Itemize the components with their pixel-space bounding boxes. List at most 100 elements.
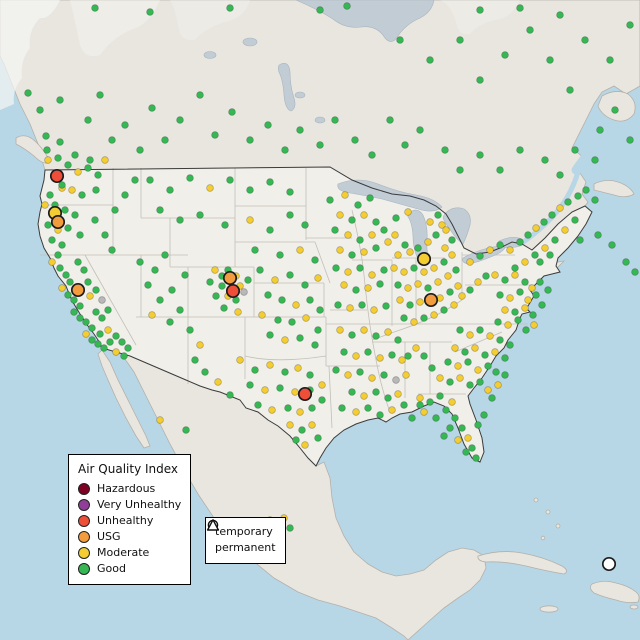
aqi-station-marker[interactable] [368,151,376,159]
aqi-station-marker[interactable] [466,331,474,339]
aqi-station-marker[interactable] [226,391,234,399]
aqi-station-marker[interactable] [511,271,519,279]
aqi-station-marker[interactable] [71,151,79,159]
aqi-station-marker[interactable] [258,311,266,319]
aqi-station-marker[interactable] [264,291,272,299]
aqi-station-marker[interactable] [43,146,51,154]
aqi-station-marker[interactable] [297,386,313,402]
aqi-station-marker[interactable] [372,218,380,226]
aqi-station-marker[interactable] [266,361,274,369]
aqi-station-marker[interactable] [42,132,50,140]
aqi-station-marker[interactable] [118,338,126,346]
aqi-station-marker[interactable] [401,241,409,249]
aqi-station-marker[interactable] [426,56,434,64]
aqi-station-marker[interactable] [121,191,129,199]
aqi-station-marker[interactable] [441,146,449,154]
aqi-station-marker[interactable] [286,271,294,279]
aqi-station-marker[interactable] [236,356,244,364]
aqi-station-marker[interactable] [70,282,86,298]
aqi-station-marker[interactable] [58,181,66,189]
aqi-station-marker[interactable] [82,330,90,338]
aqi-station-marker[interactable] [326,196,334,204]
aqi-station-marker[interactable] [271,276,279,284]
aqi-station-marker[interactable] [308,404,316,412]
aqi-station-marker[interactable] [88,336,96,344]
aqi-station-marker[interactable] [136,258,144,266]
aqi-station-marker[interactable] [278,296,286,304]
aqi-station-marker[interactable] [74,168,82,176]
aqi-station-marker[interactable] [454,282,462,290]
aqi-station-marker[interactable] [222,270,238,286]
aqi-station-marker[interactable] [561,226,569,234]
aqi-station-marker[interactable] [314,434,322,442]
aqi-station-marker[interactable] [74,258,82,266]
aqi-station-marker[interactable] [364,284,372,292]
aqi-station-marker[interactable] [450,301,458,309]
aqi-station-marker[interactable] [491,271,499,279]
aqi-station-marker[interactable] [400,401,408,409]
aqi-station-marker[interactable] [476,76,484,84]
aqi-station-marker[interactable] [541,244,549,252]
aqi-station-marker[interactable] [294,364,302,372]
aqi-station-marker[interactable] [49,168,65,184]
aqi-station-marker[interactable] [286,524,294,532]
aqi-station-marker[interactable] [84,164,92,172]
aqi-station-marker[interactable] [108,246,116,254]
aqi-station-marker[interactable] [61,206,69,214]
aqi-station-marker[interactable] [380,266,388,274]
aqi-station-marker[interactable] [214,378,222,386]
aqi-station-marker[interactable] [486,246,494,254]
aqi-station-marker[interactable] [626,136,634,144]
aqi-station-marker[interactable] [456,166,464,174]
aqi-station-marker[interactable] [94,340,102,348]
aqi-station-marker[interactable] [112,332,120,340]
aqi-station-marker[interactable] [296,126,304,134]
aqi-station-marker[interactable] [474,421,482,429]
aqi-station-marker[interactable] [281,146,289,154]
aqi-station-marker[interactable] [92,308,100,316]
aqi-station-marker[interactable] [284,404,292,412]
aqi-station-marker[interactable] [524,296,532,304]
aqi-station-marker[interactable] [251,366,259,374]
aqi-station-marker[interactable] [76,302,84,310]
aqi-station-marker[interactable] [156,416,164,424]
aqi-station-marker[interactable] [298,426,306,434]
aqi-station-marker[interactable] [100,344,108,352]
aqi-station-marker[interactable] [246,186,254,194]
aqi-station-marker[interactable] [246,136,254,144]
aqi-station-marker[interactable] [186,174,194,182]
aqi-station-marker[interactable] [206,278,214,286]
aqi-station-marker[interactable] [48,258,56,266]
aqi-station-marker[interactable] [181,271,189,279]
aqi-station-marker[interactable] [46,191,54,199]
aqi-station-marker[interactable] [522,326,530,334]
aqi-station-marker[interactable] [372,244,380,252]
aqi-station-marker[interactable] [606,56,614,64]
aqi-station-marker[interactable] [68,186,76,194]
aqi-station-marker[interactable] [344,268,352,276]
aqi-station-marker[interactable] [416,126,424,134]
aqi-station-marker[interactable] [476,252,484,260]
aqi-station-marker[interactable] [82,318,90,326]
aqi-station-marker[interactable] [372,332,380,340]
aqi-station-marker[interactable] [316,306,324,314]
aqi-station-marker[interactable] [218,282,226,290]
aqi-station-marker[interactable] [420,408,428,416]
aqi-station-marker[interactable] [524,231,532,239]
aqi-station-marker[interactable] [481,351,489,359]
aqi-station-marker[interactable] [316,141,324,149]
aqi-station-marker[interactable] [301,441,309,449]
aqi-station-marker[interactable] [492,368,500,376]
aqi-station-marker[interactable] [54,251,62,259]
aqi-station-marker[interactable] [346,304,354,312]
aqi-station-marker[interactable] [601,556,617,572]
aqi-station-marker[interactable] [101,156,109,164]
aqi-station-marker[interactable] [491,348,499,356]
aqi-station-marker[interactable] [440,306,448,314]
aqi-station-marker[interactable] [131,176,139,184]
aqi-station-marker[interactable] [476,378,484,386]
aqi-station-marker[interactable] [594,231,602,239]
aqi-station-marker[interactable] [302,314,310,322]
aqi-station-marker[interactable] [538,301,546,309]
aqi-station-marker[interactable] [368,231,376,239]
